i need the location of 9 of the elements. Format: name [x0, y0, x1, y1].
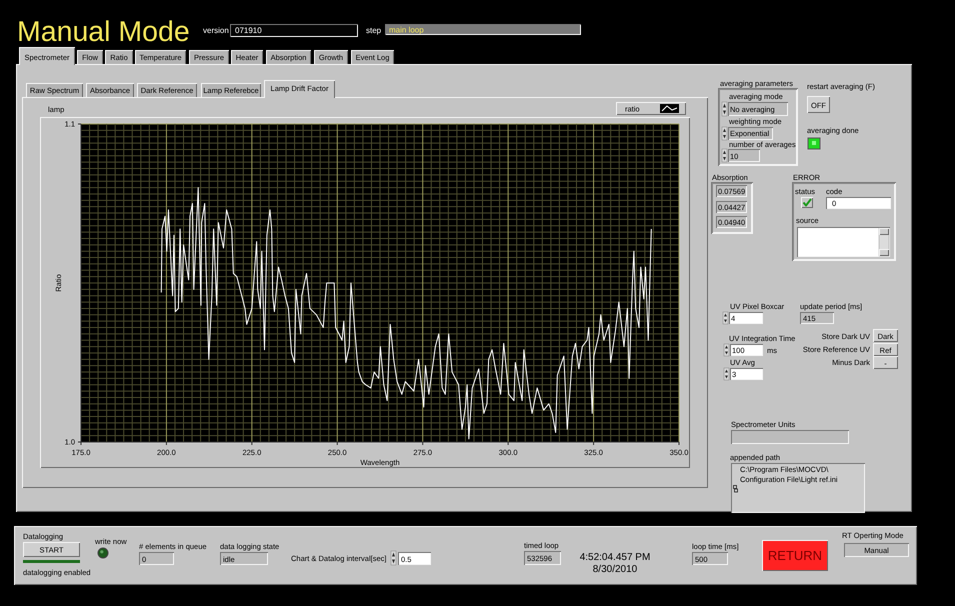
- chart-title: Manual Mode: [17, 16, 190, 48]
- text: RETURN: [768, 548, 822, 563]
- text: version: [203, 26, 229, 35]
- text: 4:52:04.457 PM: [580, 552, 650, 563]
- text: step: [366, 26, 382, 35]
- text: main loop: [389, 26, 424, 34]
- text: 071910: [235, 26, 262, 35]
- line-series: [160, 187, 652, 440]
- text: 8/30/2010: [592, 564, 638, 575]
